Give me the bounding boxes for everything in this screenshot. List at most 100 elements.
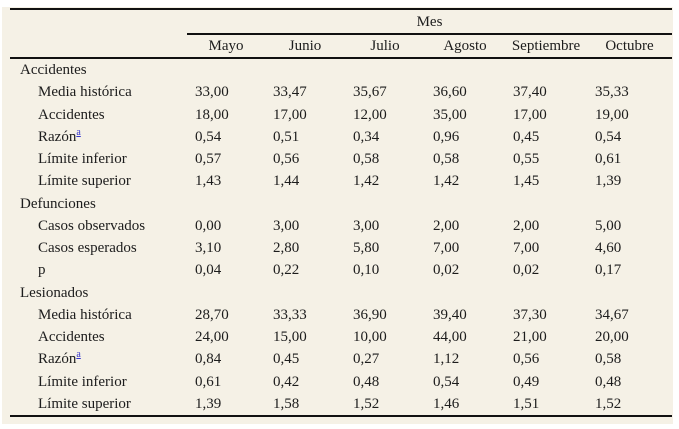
table-row: Accidentes 18,00 17,00 12,00 35,00 17,00 19,00 [10, 104, 672, 126]
column-header-julio: Julio [370, 38, 400, 54]
empty-cell [505, 59, 587, 81]
value-cell: 0,61 [195, 373, 222, 390]
month-header-row: Mayo Junio Julio Agosto Septiembre Octub… [10, 36, 672, 56]
value-cell: 5,80 [353, 240, 380, 256]
value-cell: 24,00 [195, 329, 229, 345]
value-cell: 0,61 [595, 151, 622, 167]
value-cell: 0,45 [273, 351, 300, 368]
value-cell: 5,00 [595, 217, 622, 234]
column-header-octubre: Octubre [605, 38, 654, 54]
value-cell: 15,00 [273, 329, 307, 345]
empty-cell [505, 193, 587, 215]
empty-cell [425, 193, 505, 215]
value-cell: 0,56 [513, 351, 540, 368]
column-header-junio: Junio [288, 38, 322, 54]
value-cell: 1,44 [273, 173, 300, 190]
empty-cell [425, 282, 505, 304]
row-label: Media histórica [38, 306, 132, 323]
value-cell: 3,10 [195, 240, 222, 256]
section-row: Defunciones [10, 193, 672, 215]
value-cell: 35,33 [595, 84, 629, 101]
empty-cell [265, 193, 345, 215]
row-label: Límite inferior [38, 373, 127, 390]
row-label: Accidentes [38, 329, 105, 345]
top-rule [10, 8, 672, 10]
value-cell: 20,00 [595, 329, 629, 345]
value-cell: 1,39 [595, 173, 622, 190]
table-row: Límite superior 1,39 1,58 1,52 1,46 1,51 1,52 [10, 393, 672, 415]
empty-cell [187, 59, 265, 81]
row-label: Razóna [38, 349, 81, 368]
table-body: Accidentes Media histórica 33,00 33,47 35,67… [10, 59, 672, 415]
empty-cell [425, 59, 505, 81]
table-row: Casos observados 0,00 3,00 3,00 2,00 2,00 5,00 [10, 215, 672, 237]
value-cell: 0,02 [433, 262, 460, 279]
value-cell: 39,40 [433, 306, 467, 323]
value-cell: 44,00 [433, 329, 467, 345]
value-cell: 37,40 [513, 84, 547, 101]
value-cell: 0,96 [433, 128, 460, 145]
value-cell: 12,00 [353, 106, 387, 123]
value-cell: 34,67 [595, 306, 629, 323]
value-cell: 3,00 [273, 217, 300, 234]
column-header-mayo: Mayo [208, 38, 244, 54]
value-cell: 7,00 [433, 240, 460, 256]
table-row: Casos esperados 3,10 2,80 5,80 7,00 7,00 4,60 [10, 237, 672, 259]
column-group-header-mes: Mes [416, 14, 443, 30]
table-row: Accidentes 24,00 15,00 10,00 44,00 21,00 20,00 [10, 326, 672, 348]
row-label: Casos observados [38, 217, 146, 234]
footnote-link[interactable]: a [76, 349, 81, 361]
value-cell: 35,00 [433, 106, 467, 123]
value-cell: 1,12 [433, 351, 460, 368]
table-row: Razóna 0,54 0,51 0,34 0,96 0,45 0,54 [10, 126, 672, 148]
value-cell: 1,51 [513, 395, 540, 412]
value-cell: 1,46 [433, 395, 460, 412]
row-label: Casos esperados [38, 240, 137, 256]
row-label: Accidentes [38, 106, 105, 123]
value-cell: 0,84 [195, 351, 222, 368]
value-cell: 10,00 [353, 329, 387, 345]
table-row: Media histórica 28,70 33,33 36,90 39,40 37,30… [10, 304, 672, 326]
value-cell: 1,39 [195, 395, 222, 412]
value-cell: 1,43 [195, 173, 222, 190]
value-cell: 0,54 [433, 373, 460, 390]
value-cell: 0,54 [195, 128, 222, 145]
value-cell: 0,17 [595, 262, 622, 279]
value-cell: 1,58 [273, 395, 300, 412]
value-cell: 35,67 [353, 84, 387, 101]
value-cell: 0,02 [513, 262, 540, 279]
footnote-link[interactable]: a [76, 126, 81, 138]
value-cell: 0,10 [353, 262, 380, 279]
column-header-septiembre: Septiembre [511, 38, 581, 54]
section-row: Accidentes [10, 59, 672, 81]
value-cell: 0,34 [353, 128, 380, 145]
empty-cell [587, 282, 672, 304]
value-cell: 17,00 [513, 106, 547, 123]
row-label: Límite superior [38, 395, 131, 412]
section-label: Defunciones [20, 195, 96, 212]
value-cell: 17,00 [273, 106, 307, 123]
value-cell: 1,45 [513, 173, 540, 190]
value-cell: 4,60 [595, 240, 622, 256]
value-cell: 0,57 [195, 151, 222, 167]
value-cell: 19,00 [595, 106, 629, 123]
empty-cell [345, 193, 425, 215]
mes-underline-rule [187, 33, 672, 35]
table-row: Media histórica 33,00 33,47 35,67 36,60 37,40… [10, 81, 672, 103]
value-cell: 0,22 [273, 262, 300, 279]
empty-cell [265, 59, 345, 81]
value-cell: 2,80 [273, 240, 300, 256]
value-cell: 21,00 [513, 329, 547, 345]
statistics-table-panel [2, 7, 673, 424]
value-cell: 1,52 [595, 395, 622, 412]
bottom-rule [10, 415, 672, 417]
value-cell: 0,58 [433, 151, 460, 167]
value-cell: 0,54 [595, 128, 622, 145]
table-row: Límite inferior 0,61 0,42 0,48 0,54 0,49 0,48 [10, 371, 672, 393]
value-cell: 0,00 [195, 217, 222, 234]
value-cell: 0,51 [273, 128, 300, 145]
table-row: Límite superior 1,43 1,44 1,42 1,42 1,45 1,39 [10, 170, 672, 192]
value-cell: 28,70 [195, 306, 229, 323]
value-cell: 2,00 [513, 217, 540, 234]
